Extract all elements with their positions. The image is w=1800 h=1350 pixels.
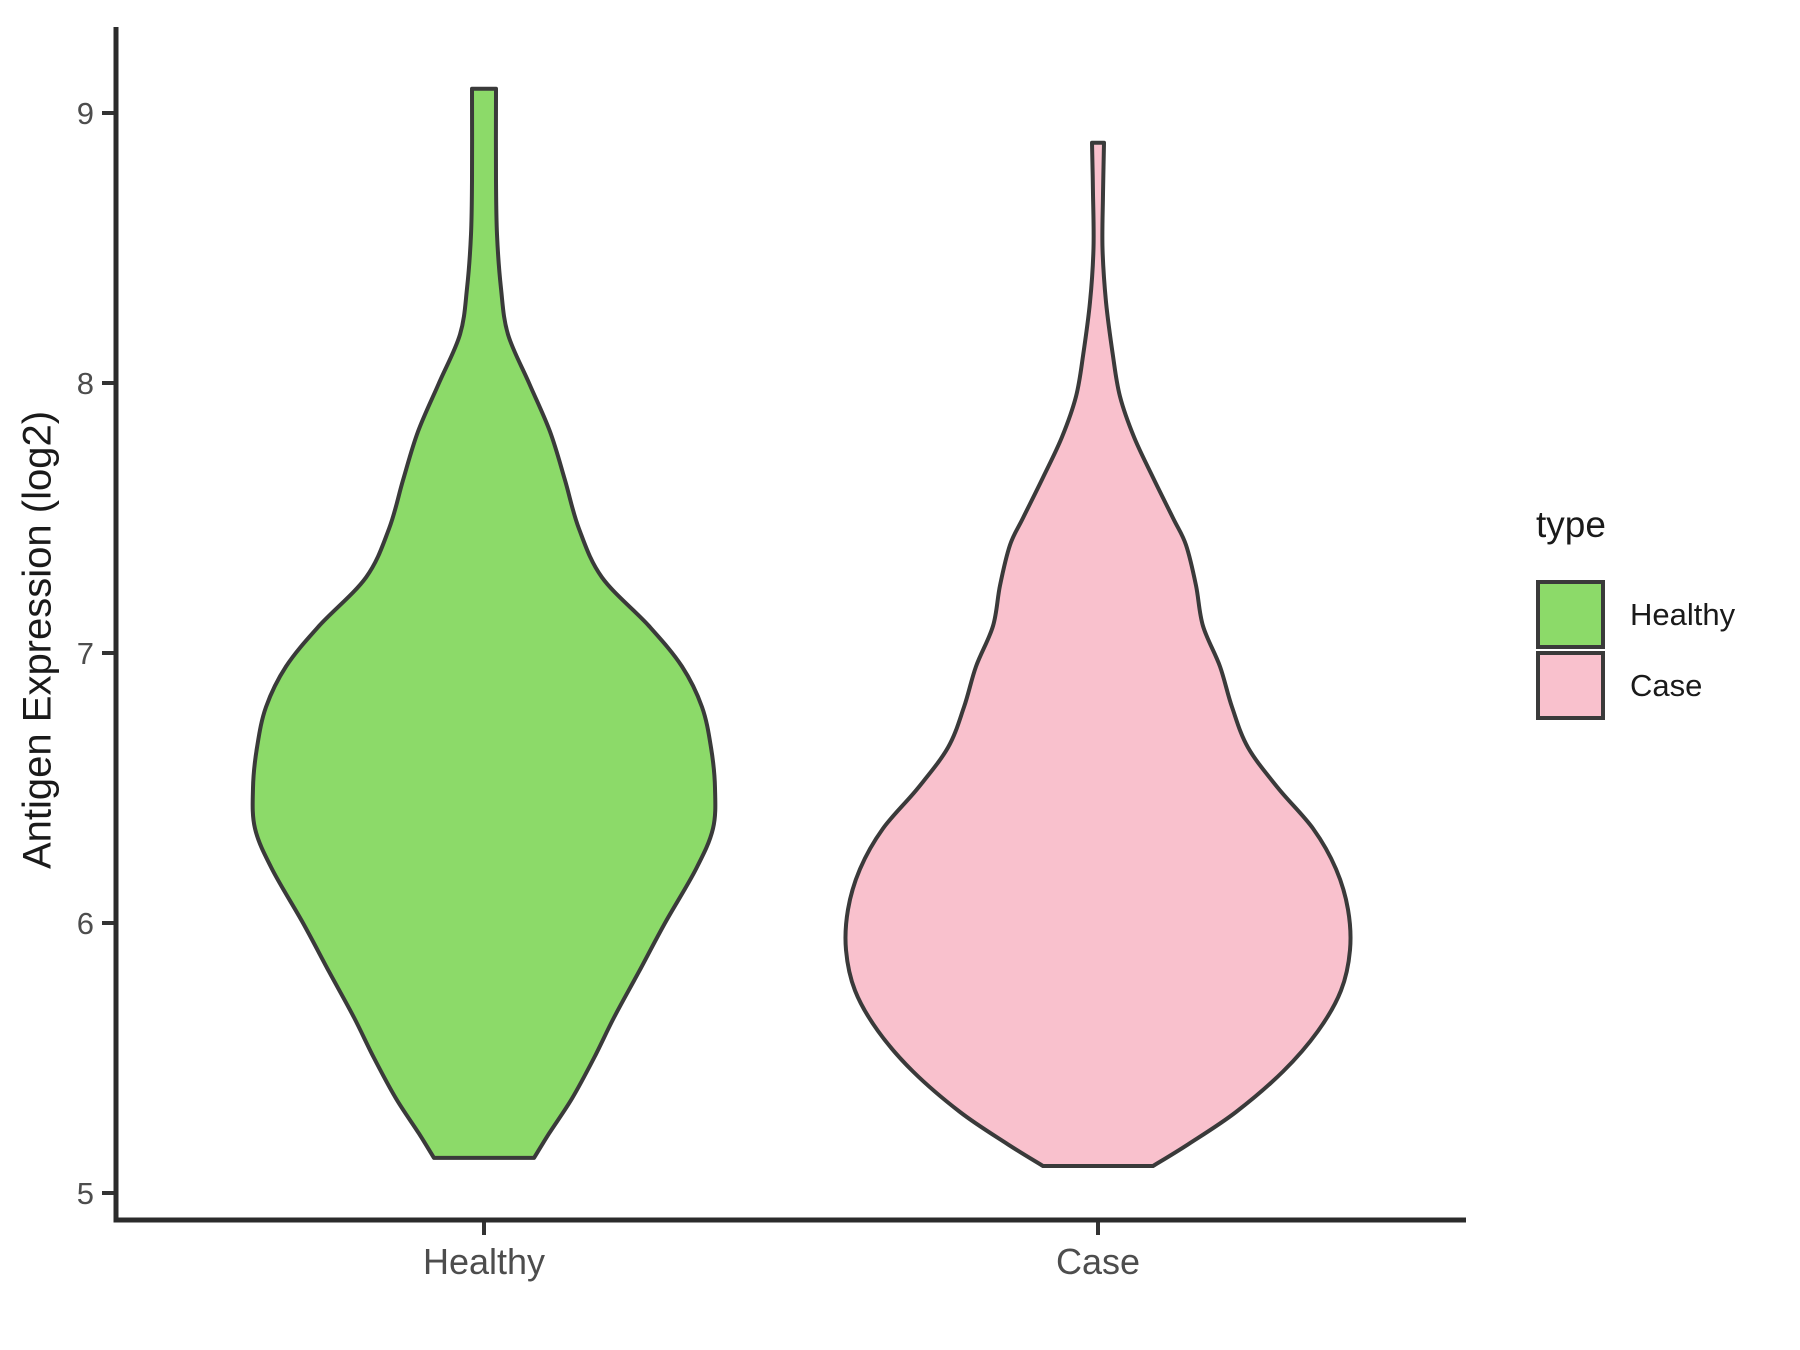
legend-label-healthy: Healthy [1630, 596, 1736, 632]
x-tick-label-healthy: Healthy [423, 1241, 545, 1282]
legend-entry-healthy: Healthy [1536, 580, 1735, 649]
y-tick-label-9: 9 [77, 96, 94, 131]
legend-label-case: Case [1630, 667, 1703, 703]
violin-case [843, 140, 1353, 1168]
x-tick-label-case: Case [1056, 1241, 1140, 1282]
y-tick-label-6: 6 [77, 906, 94, 941]
legend-swatch-healthy-icon [1536, 580, 1605, 649]
y-axis-title: Antigen Expression (log2) [15, 410, 60, 870]
legend: type Healthy Case [1536, 503, 1735, 722]
legend-title: type [1536, 504, 1606, 545]
y-tick-label-5: 5 [77, 1176, 94, 1211]
legend-entry-case: Case [1536, 651, 1735, 720]
y-tick-label-8: 8 [77, 366, 94, 401]
violin-healthy [250, 86, 718, 1160]
y-tick-label-7: 7 [77, 636, 94, 671]
legend-swatch-case-icon [1536, 651, 1605, 720]
